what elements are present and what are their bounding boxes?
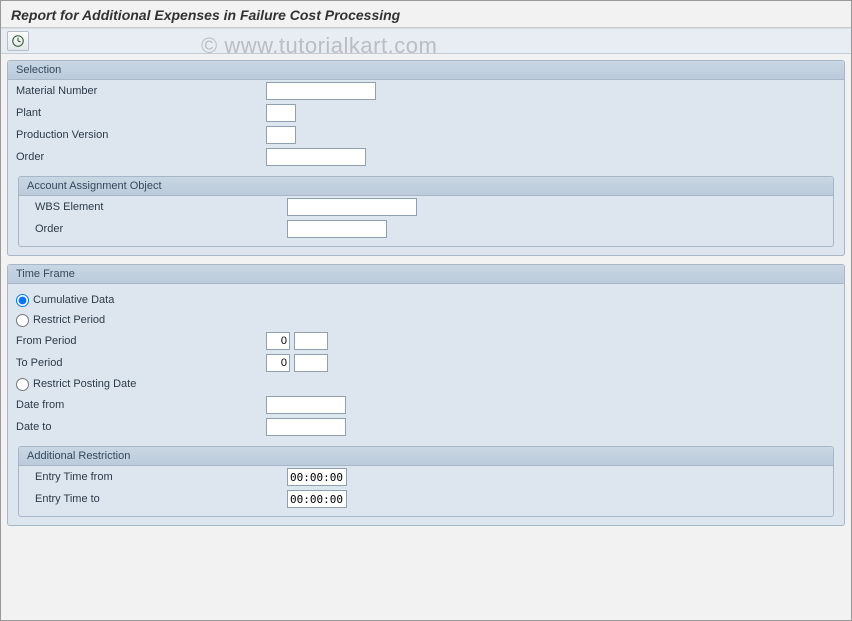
entry-to-row: Entry Time to [19,488,833,510]
selection-group: Selection Material Number Plant Producti… [7,60,845,256]
order-label: Order [16,151,266,163]
to-period-inputs [266,354,328,372]
prod-version-label: Production Version [16,129,266,141]
entry-from-label: Entry Time from [35,471,287,483]
additional-title: Additional Restriction [19,447,833,466]
cumulative-radio[interactable] [16,294,29,307]
entry-from-input[interactable] [287,468,347,486]
plant-label: Plant [16,107,266,119]
from-period-inputs [266,332,328,350]
from-period-year-input[interactable] [294,332,328,350]
to-period-input[interactable] [266,354,290,372]
to-period-row: To Period [8,352,844,374]
restrict-posting-radio[interactable] [16,378,29,391]
date-from-row: Date from [8,394,844,416]
selection-title: Selection [8,61,844,80]
toolbar [1,28,851,54]
date-from-label: Date from [16,399,266,411]
entry-to-label: Entry Time to [35,493,287,505]
material-number-row: Material Number [8,80,844,102]
account-order-row: Order [19,218,833,240]
cumulative-row: Cumulative Data [8,290,844,310]
plant-row: Plant [8,102,844,124]
page-title: Report for Additional Expenses in Failur… [1,1,851,28]
restrict-posting-label: Restrict Posting Date [33,378,136,390]
account-order-label: Order [35,223,287,235]
plant-input[interactable] [266,104,296,122]
wbs-row: WBS Element [19,196,833,218]
from-period-input[interactable] [266,332,290,350]
restrict-period-row: Restrict Period [8,310,844,330]
from-period-row: From Period [8,330,844,352]
date-to-label: Date to [16,421,266,433]
entry-from-row: Entry Time from [19,466,833,488]
date-to-input[interactable] [266,418,346,436]
time-frame-group: Time Frame Cumulative Data Restrict Peri… [7,264,845,526]
content-area: Selection Material Number Plant Producti… [1,54,851,540]
date-to-row: Date to [8,416,844,438]
restrict-posting-row: Restrict Posting Date [8,374,844,394]
to-period-year-input[interactable] [294,354,328,372]
material-number-label: Material Number [16,85,266,97]
to-period-label: To Period [16,357,266,369]
execute-button[interactable] [7,31,29,51]
restrict-period-label: Restrict Period [33,314,105,326]
material-number-input[interactable] [266,82,376,100]
app-window: Report for Additional Expenses in Failur… [0,0,852,621]
prod-version-input[interactable] [266,126,296,144]
title-text: Report for Additional Expenses in Failur… [11,7,400,23]
prod-version-row: Production Version [8,124,844,146]
execute-icon [11,34,25,48]
from-period-label: From Period [16,335,266,347]
account-group: Account Assignment Object WBS Element Or… [18,176,834,247]
account-title: Account Assignment Object [19,177,833,196]
order-row: Order [8,146,844,168]
wbs-label: WBS Element [35,201,287,213]
account-order-input[interactable] [287,220,387,238]
wbs-input[interactable] [287,198,417,216]
restrict-period-radio[interactable] [16,314,29,327]
entry-to-input[interactable] [287,490,347,508]
time-frame-title: Time Frame [8,265,844,284]
additional-restriction-group: Additional Restriction Entry Time from E… [18,446,834,517]
cumulative-label: Cumulative Data [33,294,114,306]
date-from-input[interactable] [266,396,346,414]
order-input[interactable] [266,148,366,166]
